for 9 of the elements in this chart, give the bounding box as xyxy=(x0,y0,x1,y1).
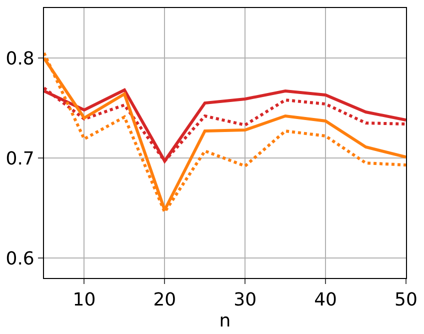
y-tick-label: 0.7 xyxy=(6,148,34,170)
x-tick-label: 40 xyxy=(314,290,338,311)
x-tick-label: 10 xyxy=(72,290,96,311)
y-tick-label: 0.6 xyxy=(6,248,34,270)
x-tick-label: 30 xyxy=(234,290,257,311)
x-axis-title: n xyxy=(219,310,231,332)
y-tick-label: 0.8 xyxy=(6,48,34,70)
x-tick-label: 20 xyxy=(153,290,176,311)
x-tick-label: 50 xyxy=(394,290,418,311)
